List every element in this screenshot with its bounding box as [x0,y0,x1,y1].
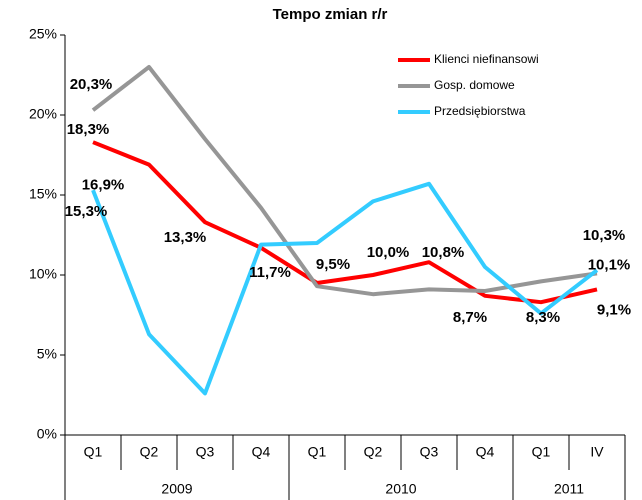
x-tick-label: Q1 [84,444,103,460]
data-label: 11,7% [249,264,291,281]
y-tick-label: 15% [29,186,57,202]
chart-title: Tempo zmian r/r [273,6,388,23]
data-label: 10,8% [422,244,465,261]
y-tick-label: 0% [37,426,57,442]
series-line [91,65,598,297]
data-label: 13,3% [164,229,207,246]
x-tick-label: Q4 [476,444,495,460]
legend-label: Gosp. domowe [434,78,515,92]
x-tick-label: Q2 [140,444,159,460]
series-line [91,181,599,396]
x-tick-label: IV [590,444,604,460]
group-label: 2011 [554,481,584,497]
legend-label: Klienci niefinansowi [434,52,539,66]
data-label: 16,9% [82,177,125,194]
y-tick-label: 5% [37,346,57,362]
group-label: 2010 [385,481,416,497]
x-tick-label: Q4 [252,444,271,460]
data-label: 18,3% [67,121,110,138]
y-tick-label: 20% [29,106,57,122]
x-tick-label: Q1 [532,444,551,460]
data-label: 20,3% [70,76,113,93]
x-tick-label: Q3 [420,444,439,460]
data-label: 9,1% [597,301,631,318]
data-label: 8,3% [526,309,560,326]
data-label: 9,5% [316,256,350,273]
data-label: 10,0% [367,244,410,261]
x-tick-label: Q1 [308,444,327,460]
data-label: 10,1% [588,256,631,273]
x-tick-label: Q3 [196,444,215,460]
series-line [92,140,598,305]
y-tick-label: 25% [29,26,57,42]
legend-label: Przedsiębiorstwa [434,104,526,118]
y-tick-label: 10% [29,266,57,282]
group-label: 2009 [161,481,192,497]
data-label: 8,7% [453,309,487,326]
data-label: 15,3% [65,203,108,220]
x-tick-label: Q2 [364,444,383,460]
data-label: 10,3% [583,227,626,244]
